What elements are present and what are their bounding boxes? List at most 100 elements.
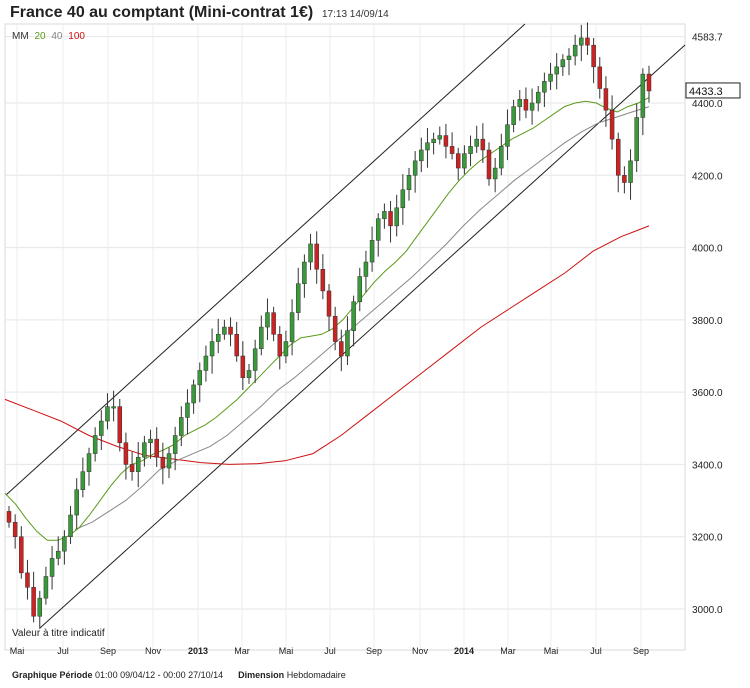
candle-body [548, 73, 553, 82]
candle-body [19, 536, 24, 574]
channel-lower-line [39, 44, 686, 629]
timestamp: 17:13 14/09/14 [322, 9, 389, 20]
candle-body [37, 597, 43, 617]
candle-body [326, 290, 332, 317]
candle-body [234, 334, 239, 357]
candle-body [12, 522, 18, 537]
periode-value: 01:00 09/04/12 - 00:00 27/10/14 [95, 670, 224, 680]
channel-upper-line [5, 23, 526, 496]
candle-body [117, 406, 123, 443]
legend-ma40[interactable]: 40 [51, 31, 63, 42]
y-tick-label: 3400.0 [692, 460, 723, 471]
candle-body [197, 370, 203, 386]
candle-body [191, 384, 196, 404]
candle-body [382, 211, 387, 219]
candle-body [579, 37, 584, 46]
x-tick-label: Mai [10, 646, 25, 656]
legend-ma100[interactable]: 100 [68, 31, 85, 42]
x-tick-label: Sep [100, 646, 116, 656]
candle-body [203, 355, 209, 371]
candle-body [492, 167, 498, 180]
candle-body [166, 453, 172, 469]
candle-body [68, 514, 73, 537]
candle-body [628, 160, 633, 183]
candle-body [308, 243, 313, 263]
candle-body [240, 355, 246, 378]
candle-body [295, 283, 301, 313]
candle-body [591, 44, 596, 68]
candle-body [345, 330, 350, 357]
candle-body [499, 146, 504, 169]
candle-body [375, 218, 381, 241]
x-tick-label: 2014 [454, 646, 474, 656]
candle-body [603, 88, 609, 111]
candle-body [431, 138, 436, 144]
y-tick-label: 4400.0 [692, 99, 723, 110]
candle-body [148, 438, 153, 443]
candle-body [425, 142, 430, 151]
chart-footer: Graphique Période 01:00 09/04/12 - 00:00… [12, 670, 346, 680]
candle-body [123, 442, 129, 465]
candle-body [535, 91, 541, 104]
candle-body [615, 138, 621, 176]
candle-body [160, 456, 166, 469]
candle-body [622, 175, 627, 183]
x-tick-label: Nov [145, 646, 162, 656]
y-tick-label: 4200.0 [692, 171, 723, 182]
dimension-value: Hebdomadaire [286, 670, 346, 680]
candle-body [640, 73, 646, 118]
candle-body [572, 44, 578, 57]
candle-body [486, 149, 492, 180]
x-tick-label: Jul [590, 646, 602, 656]
last-price-label: 4433.3 [689, 86, 723, 98]
y-tick-label: 3800.0 [692, 316, 723, 327]
candle-body [277, 334, 283, 357]
candle-body [406, 175, 412, 190]
last-price-box [685, 82, 741, 99]
candle-body [523, 99, 529, 111]
candle-body [62, 536, 67, 552]
candle-body [505, 124, 510, 147]
candle-body [320, 269, 326, 292]
candle-body [455, 153, 461, 169]
candle-body [517, 99, 523, 107]
chart-title: France 40 au comptant (Mini-contrat 1€) [10, 4, 314, 21]
candle-body [86, 453, 92, 472]
candle-body [468, 146, 473, 154]
y-tick-label: 3000.0 [692, 605, 723, 616]
candle-body [363, 261, 369, 277]
candle-body [609, 109, 615, 140]
trend-channel [5, 23, 686, 629]
legend-ma20[interactable]: 20 [34, 31, 46, 42]
candle-body [400, 189, 406, 209]
candle-body [49, 558, 55, 577]
candle-body [6, 511, 12, 523]
candle-body [634, 117, 639, 162]
candle-body [92, 435, 98, 454]
candle-body [529, 102, 535, 111]
candle-body [560, 59, 566, 68]
candle-body [369, 240, 375, 263]
candle-body [31, 587, 36, 617]
candle-body [437, 135, 443, 140]
candle-body [474, 138, 479, 147]
candle-body [566, 55, 572, 60]
candle-body [419, 149, 424, 162]
candle-body [511, 106, 516, 125]
candle-body [259, 326, 264, 350]
candle-body [111, 406, 116, 409]
x-tick-label: Mar [234, 646, 250, 656]
periode-label: Graphique Période [12, 670, 93, 680]
candle-body [394, 207, 399, 227]
candle-body [351, 301, 356, 331]
candle-body [283, 341, 289, 357]
candle-body [252, 348, 258, 371]
candle-body [222, 326, 227, 335]
y-tick-label: 3200.0 [692, 533, 723, 544]
candle-body [80, 471, 86, 490]
candle-body [185, 402, 190, 418]
candle-body [388, 211, 393, 227]
candle-body [25, 572, 30, 588]
candle-body [357, 276, 363, 303]
